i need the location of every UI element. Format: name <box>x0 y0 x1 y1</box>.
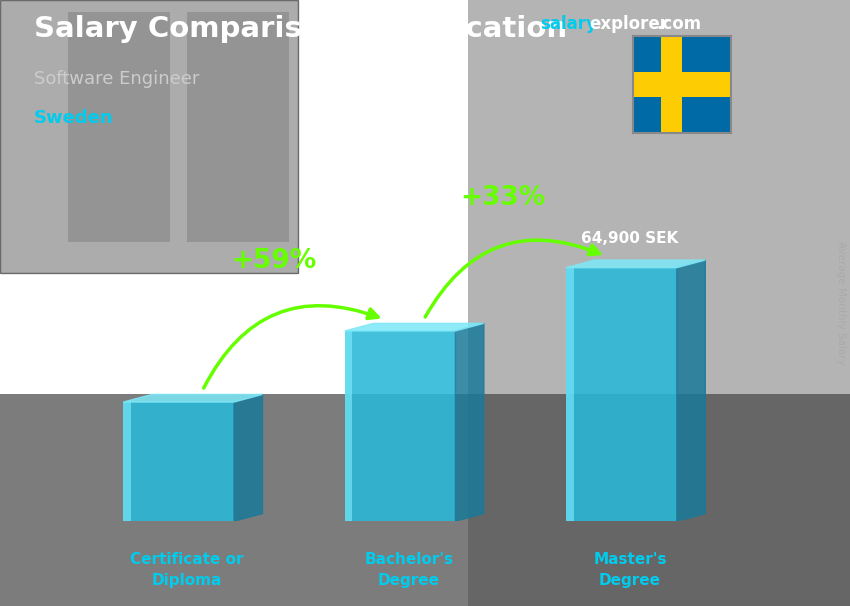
Bar <box>566 268 574 521</box>
Polygon shape <box>566 260 706 268</box>
Bar <box>0 394 850 606</box>
Bar <box>660 36 682 133</box>
Text: Sweden: Sweden <box>34 109 114 127</box>
Text: +33%: +33% <box>460 185 546 211</box>
Text: Bachelor's
Degree: Bachelor's Degree <box>364 553 453 588</box>
Text: explorer: explorer <box>589 15 668 33</box>
Text: .com: .com <box>656 15 701 33</box>
Text: Certificate or
Diploma: Certificate or Diploma <box>131 553 244 588</box>
Polygon shape <box>345 324 484 331</box>
Polygon shape <box>456 324 484 521</box>
Text: salary: salary <box>540 15 597 33</box>
Bar <box>633 72 731 98</box>
Polygon shape <box>123 395 263 402</box>
Bar <box>68 12 170 242</box>
Text: 64,900 SEK: 64,900 SEK <box>581 231 678 247</box>
Polygon shape <box>234 395 263 521</box>
Text: 48,700 SEK: 48,700 SEK <box>360 295 457 310</box>
Bar <box>123 402 234 521</box>
FancyBboxPatch shape <box>0 0 298 273</box>
Bar <box>123 402 131 521</box>
Bar <box>345 331 353 521</box>
Bar <box>345 331 456 521</box>
Text: Master's
Degree: Master's Degree <box>593 553 666 588</box>
Text: Software Engineer: Software Engineer <box>34 70 200 88</box>
Text: +59%: +59% <box>231 248 316 274</box>
Bar <box>566 268 677 521</box>
Text: 30,500 SEK: 30,500 SEK <box>139 366 235 381</box>
Polygon shape <box>677 260 706 521</box>
Bar <box>468 0 850 606</box>
Text: Average Monthly Salary: Average Monthly Salary <box>836 241 846 365</box>
Bar <box>187 12 289 242</box>
Text: Salary Comparison By Education: Salary Comparison By Education <box>34 15 567 43</box>
